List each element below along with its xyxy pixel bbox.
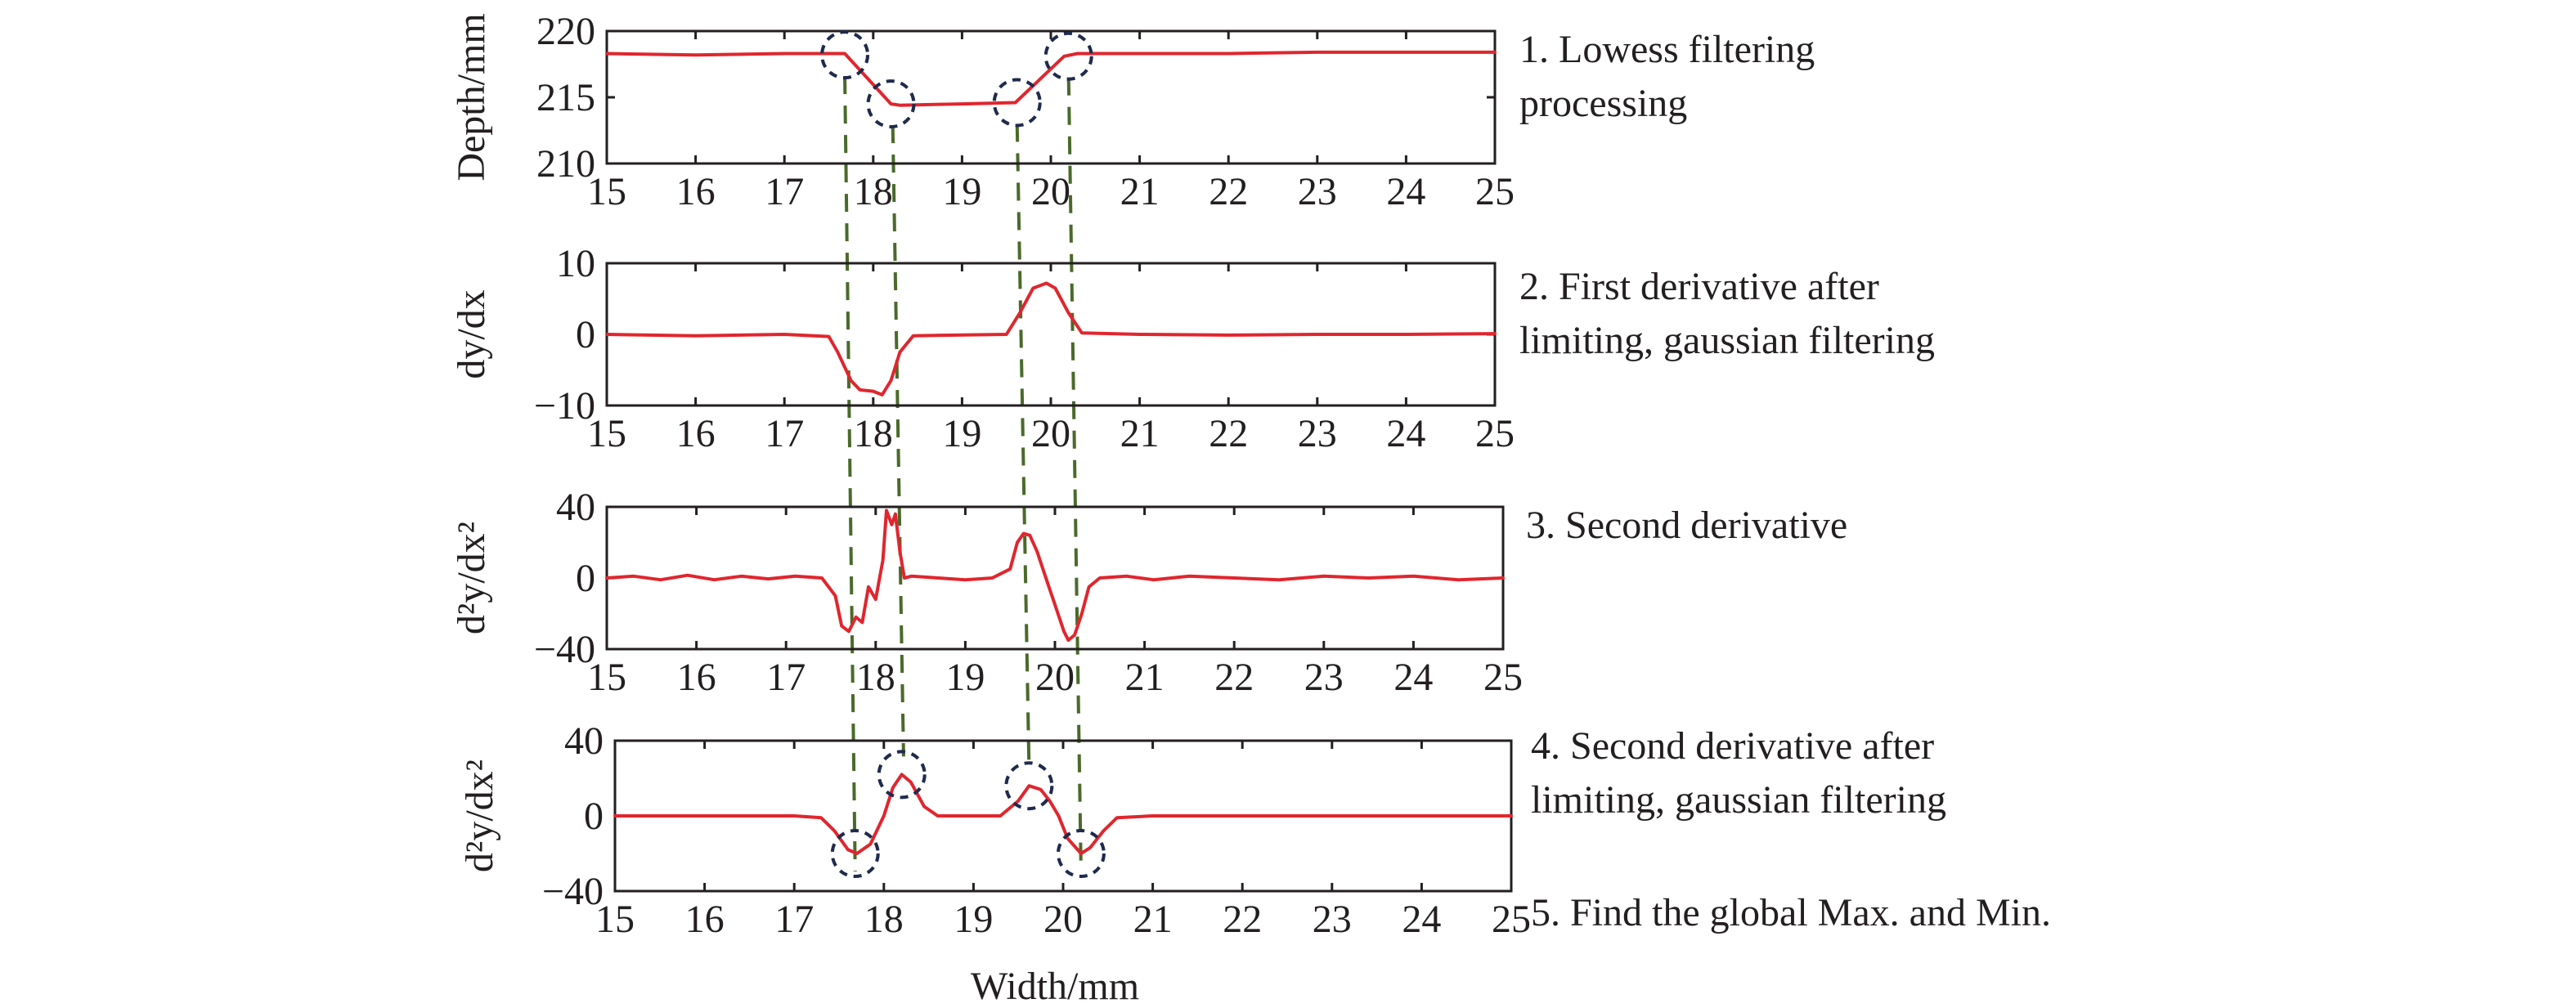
series-line bbox=[605, 281, 1497, 396]
y-axis-label: Depth/mm bbox=[450, 13, 493, 181]
panel-2: 15 16 17 18 19 20 21 22 23 24 25 −10 0 10 dy/dx 2. Firs… bbox=[450, 242, 1935, 455]
x-tick-label: 16 bbox=[676, 412, 716, 455]
guide-line bbox=[1015, 123, 1031, 768]
x-tick-label: 17 bbox=[774, 898, 814, 941]
x-tick-label: 23 bbox=[1298, 412, 1337, 455]
x-tick-label: 16 bbox=[676, 170, 716, 213]
extremum-circle-marker bbox=[1043, 31, 1093, 81]
y-tick-label: 215 bbox=[536, 76, 595, 119]
x-tick-label: 25 bbox=[1475, 412, 1515, 455]
x-tick-label: 22 bbox=[1223, 898, 1262, 941]
y-tick-label: 0 bbox=[576, 313, 595, 356]
extremum-circle-marker bbox=[1056, 829, 1106, 878]
x-tick-label: 25 bbox=[1483, 656, 1523, 699]
x-tick-label: 22 bbox=[1214, 656, 1254, 699]
panel-annotation: processing bbox=[1519, 82, 1687, 125]
x-tick-label: 17 bbox=[765, 412, 804, 455]
x-tick-label: 25 bbox=[1492, 898, 1531, 941]
x-tick-label: 24 bbox=[1386, 170, 1425, 213]
x-tick-label: 21 bbox=[1125, 656, 1165, 699]
extremum-circle-marker bbox=[1004, 761, 1054, 811]
panel-4: 15 16 17 18 19 20 21 22 23 24 25 −40 0 40 d²y/dx² 4. Se… bbox=[458, 719, 2051, 941]
extremum-circle-marker bbox=[877, 750, 927, 800]
x-axis-label: Width/mm bbox=[971, 965, 1139, 1008]
extremum-circle-marker bbox=[820, 30, 870, 80]
x-tick-label: 16 bbox=[677, 656, 716, 699]
panel-annotation: 5. Find the global Max. and Min. bbox=[1531, 891, 2051, 934]
y-tick-label: −40 bbox=[542, 870, 604, 913]
x-tick-label: 18 bbox=[864, 898, 904, 941]
x-tick-label: 15 bbox=[595, 898, 635, 941]
y-axis-label: d²y/dx² bbox=[458, 759, 501, 872]
x-tick-label: 16 bbox=[685, 898, 725, 941]
x-tick-label: 22 bbox=[1209, 412, 1248, 455]
x-tick-label: 21 bbox=[1120, 412, 1160, 455]
panel-annotation: 1. Lowess filtering bbox=[1519, 28, 1815, 71]
y-tick-label: −40 bbox=[534, 628, 595, 671]
x-tick-label: 19 bbox=[945, 656, 985, 699]
x-tick-label: 24 bbox=[1386, 412, 1425, 455]
x-tick-label: 19 bbox=[942, 412, 981, 455]
x-tick-label: 15 bbox=[587, 170, 626, 213]
panel-annotation: limiting, gaussian filtering bbox=[1519, 319, 1935, 362]
x-tick-label: 24 bbox=[1393, 656, 1433, 699]
x-tick-label: 19 bbox=[954, 898, 993, 941]
extremum-circle-marker bbox=[866, 79, 916, 129]
x-tick-label: 23 bbox=[1304, 656, 1344, 699]
extremum-circle-marker bbox=[830, 829, 880, 878]
x-tick-label: 20 bbox=[1035, 656, 1075, 699]
guide-lines bbox=[843, 76, 1083, 872]
panel-3: 15 16 17 18 19 20 21 22 23 24 25 −40 0 40 d²y/dx² 3. Se… bbox=[450, 486, 1847, 699]
y-axis-label: dy/dx bbox=[450, 289, 493, 379]
y-tick-label: 0 bbox=[584, 795, 604, 838]
y-tick-label: 220 bbox=[536, 10, 595, 53]
guide-line bbox=[843, 76, 857, 872]
x-tick-label: 18 bbox=[856, 656, 895, 699]
x-tick-label: 18 bbox=[854, 412, 893, 455]
x-tick-label: 15 bbox=[587, 412, 626, 455]
y-tick-label: 10 bbox=[556, 242, 595, 285]
x-tick-label: 23 bbox=[1313, 898, 1352, 941]
x-tick-label: 18 bbox=[854, 170, 893, 213]
y-tick-label: 0 bbox=[576, 557, 595, 600]
panel-1: 15 16 17 18 19 20 21 22 23 24 25 210 215 220 Depth/mm 1… bbox=[450, 10, 1815, 213]
series-line bbox=[613, 773, 1513, 855]
x-tick-label: 19 bbox=[942, 170, 981, 213]
y-tick-label: 210 bbox=[536, 142, 595, 186]
x-tick-label: 25 bbox=[1475, 170, 1515, 213]
x-tick-label: 17 bbox=[766, 656, 806, 699]
panel-annotation: 3. Second derivative bbox=[1526, 504, 1847, 547]
x-tick-label: 23 bbox=[1298, 170, 1337, 213]
y-tick-label: 40 bbox=[564, 719, 604, 763]
panel-annotation: 2. First derivative after bbox=[1519, 265, 1879, 308]
panel-annotation: 4. Second derivative after bbox=[1531, 724, 1934, 768]
panel-annotation: limiting, gaussian filtering bbox=[1531, 778, 1946, 822]
x-tick-label: 21 bbox=[1120, 170, 1160, 213]
x-tick-label: 24 bbox=[1402, 898, 1441, 941]
x-tick-label: 20 bbox=[1031, 170, 1070, 213]
series-line bbox=[605, 50, 1497, 107]
x-tick-label: 20 bbox=[1031, 412, 1070, 455]
series-line bbox=[605, 508, 1505, 643]
y-tick-label: −10 bbox=[534, 384, 595, 428]
y-tick-label: 40 bbox=[556, 486, 595, 529]
x-tick-label: 15 bbox=[587, 656, 626, 699]
x-tick-label: 21 bbox=[1133, 898, 1173, 941]
x-tick-label: 20 bbox=[1043, 898, 1083, 941]
y-axis-label: d²y/dx² bbox=[450, 522, 493, 634]
guide-line bbox=[1066, 77, 1083, 872]
x-tick-label: 17 bbox=[765, 170, 804, 213]
guide-line bbox=[891, 125, 905, 757]
extremum-circle-marker bbox=[992, 78, 1042, 128]
x-tick-label: 22 bbox=[1209, 170, 1248, 213]
